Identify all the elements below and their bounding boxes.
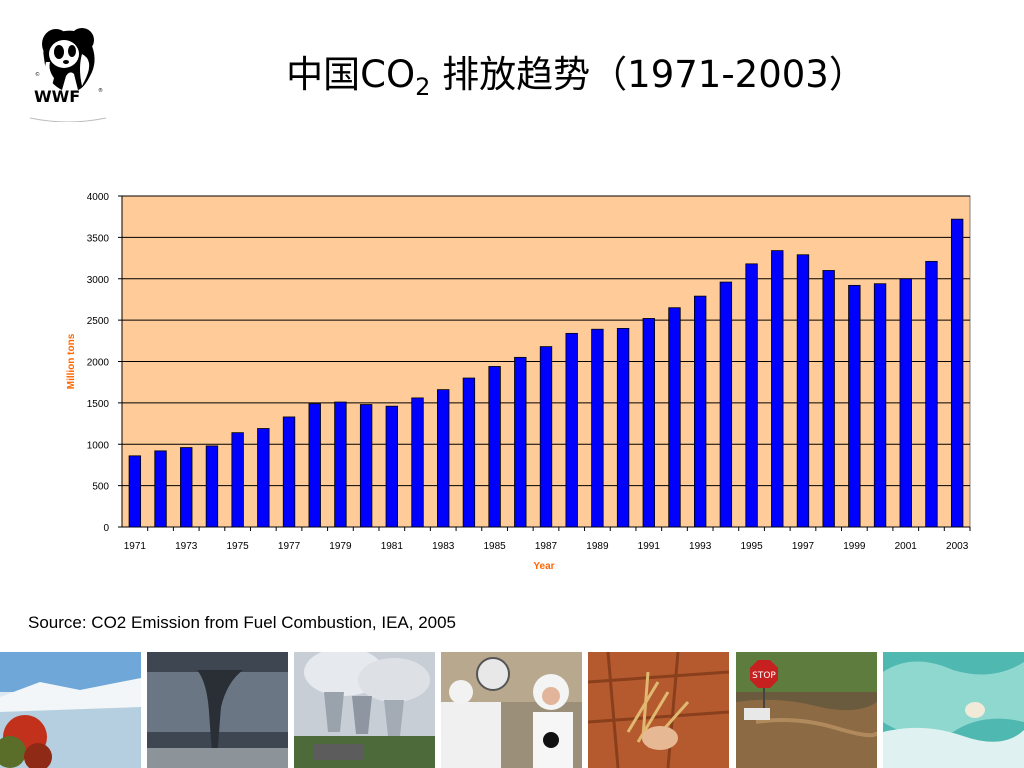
x-tick-label: 1997 <box>792 541 815 552</box>
svg-text:®: ® <box>98 87 103 94</box>
x-tick-label: 1989 <box>586 541 609 552</box>
bar-1996 <box>771 250 784 528</box>
x-axis-title: Year <box>533 561 554 572</box>
bar-1991 <box>642 318 655 528</box>
y-tick-label: 0 <box>103 523 109 534</box>
x-tick-label: 1991 <box>638 541 661 552</box>
co2-bar-chart: 0 500 1000 1500 2000 2500 3000 3500 4000 1971 1973… <box>66 192 971 572</box>
x-tick-label: 1995 <box>740 541 763 552</box>
panda-icon: © WWF ® <box>29 28 107 123</box>
y-tick-label: 3500 <box>87 233 110 244</box>
tornado-photo <box>147 652 288 768</box>
x-tick-label: 1979 <box>329 541 352 552</box>
wwf-logo: © WWF ® <box>26 18 110 123</box>
x-tick-label: 1999 <box>843 541 866 552</box>
title-subscript: 2 <box>415 73 431 101</box>
bar-1974 <box>205 445 219 528</box>
x-tick-label: 1981 <box>381 541 404 552</box>
page-title: 中国CO2 排放趋势（1971-2003） <box>64 44 1024 101</box>
title-rest: 排放趋势（1971-2003） <box>430 53 866 96</box>
y-axis-title: Million tons <box>66 333 77 389</box>
photo-strip: STOP <box>0 652 1024 768</box>
x-tick-label: 1985 <box>483 541 506 552</box>
bar-1983 <box>437 389 450 528</box>
bar-1976 <box>257 428 270 528</box>
y-tick-label: 2500 <box>87 316 110 327</box>
x-tick-label: 1975 <box>227 541 250 552</box>
glacier-photo <box>0 652 141 768</box>
bar-1987 <box>539 346 553 528</box>
source-note: Source: CO2 Emission from Fuel Combustio… <box>28 613 457 632</box>
bar-1986 <box>514 356 527 528</box>
y-tick-label: 4000 <box>87 192 110 203</box>
bar-2002 <box>925 260 938 528</box>
x-tick-label: 1973 <box>175 541 198 552</box>
bar-1999 <box>848 284 861 528</box>
y-tick-label: 3000 <box>87 275 110 286</box>
logo-text: WWF <box>34 87 80 106</box>
bar-1975 <box>231 432 244 528</box>
bar-1973 <box>180 447 193 528</box>
title-main: 中国CO <box>286 53 416 96</box>
bar-1982 <box>411 397 424 528</box>
x-tick-label: 2003 <box>946 541 969 552</box>
bar-1995 <box>745 263 758 528</box>
bar-1979 <box>334 401 347 528</box>
bar-2000 <box>873 283 887 528</box>
bar-1978 <box>308 403 321 528</box>
polar-bear-protest-photo <box>441 652 582 768</box>
bar-2001 <box>899 278 912 528</box>
y-tick-label: 1500 <box>87 399 110 410</box>
y-tick-label: 1000 <box>87 440 110 451</box>
svg-text:STOP: STOP <box>752 671 776 681</box>
bar-1997 <box>796 254 810 528</box>
bar-1972 <box>154 450 167 528</box>
bar-1984 <box>462 377 476 528</box>
y-tick-label: 500 <box>92 482 109 493</box>
x-tick-label: 1987 <box>535 541 558 552</box>
melting-ice-photo <box>883 652 1024 768</box>
bar-1989 <box>591 328 604 528</box>
x-tick-label: 1971 <box>124 541 147 552</box>
bar-1985 <box>488 366 501 528</box>
flood-stop-sign-photo: STOP <box>736 652 877 768</box>
bar-2003 <box>950 218 964 528</box>
x-tick-label: 1993 <box>689 541 712 552</box>
bar-1980 <box>359 404 373 528</box>
drought-photo <box>588 652 729 768</box>
svg-text:©: © <box>35 71 40 78</box>
bar-1988 <box>565 332 578 528</box>
bar-1998 <box>822 270 835 528</box>
x-tick-label: 1977 <box>278 541 301 552</box>
bar-1994 <box>719 281 733 528</box>
bar-1993 <box>694 295 707 528</box>
bar-1981 <box>385 405 399 528</box>
x-tick-label: 2001 <box>895 541 918 552</box>
power-plant-photo <box>294 652 435 768</box>
x-tick-label: 1983 <box>432 541 455 552</box>
bar-1971 <box>128 455 142 528</box>
y-tick-label: 2000 <box>87 358 110 369</box>
bar-1977 <box>282 416 296 528</box>
bar-1990 <box>616 327 630 528</box>
bar-1992 <box>668 307 681 528</box>
